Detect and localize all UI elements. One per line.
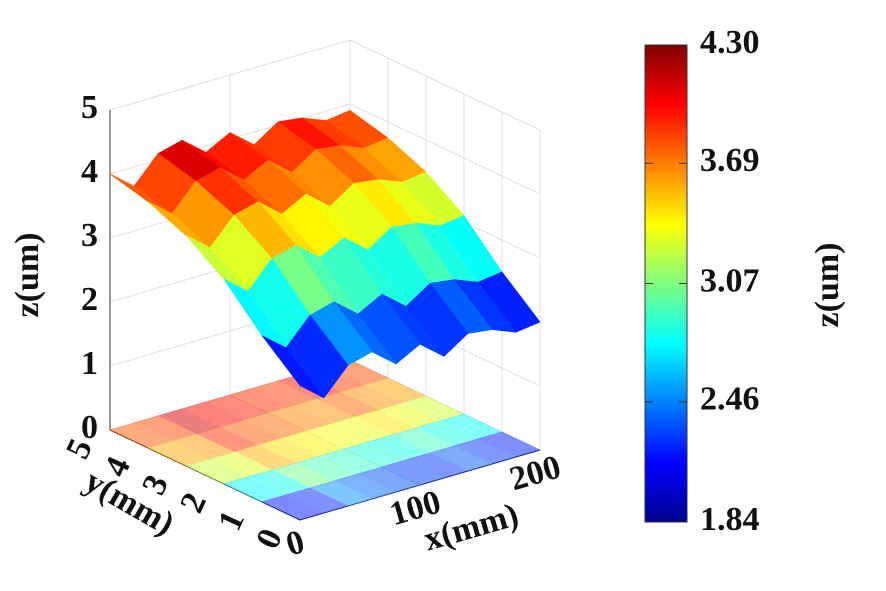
- colorbar-tick-label: 3.69: [700, 142, 760, 179]
- z-tick-label: 5: [81, 89, 98, 126]
- z-tick-label: 3: [81, 217, 98, 254]
- floor-cell: [261, 494, 325, 521]
- floor-projection: [109, 359, 541, 521]
- surface-cell: [261, 335, 325, 399]
- z-axis-label: z(um): [9, 233, 46, 318]
- colorbar-tick-label: 4.30: [700, 24, 760, 61]
- z-tick-label: 2: [81, 281, 98, 318]
- colorbar-tick-label: 1.84: [700, 501, 760, 538]
- z-tick-label: 1: [81, 345, 98, 382]
- z-tick-label: 0: [81, 409, 98, 446]
- surface: [109, 110, 541, 399]
- z-tick-label: 4: [81, 153, 98, 190]
- y-tick-label: 2: [173, 487, 214, 518]
- grid-line: [349, 103, 541, 195]
- colorbar-tick-label: 3.07: [700, 262, 760, 299]
- grid-line: [349, 39, 541, 131]
- colorbar-tick-label: 2.46: [700, 381, 760, 418]
- colorbar-label: z(um): [809, 243, 846, 328]
- y-tick-label: 1: [211, 505, 252, 536]
